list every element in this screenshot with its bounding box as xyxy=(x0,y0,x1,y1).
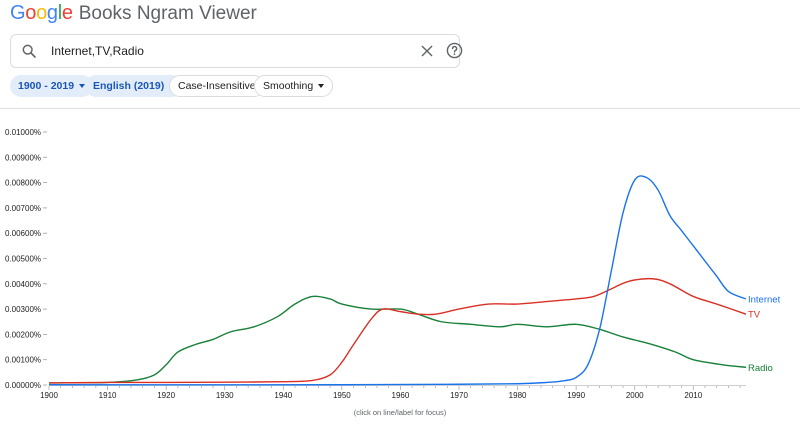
google-wordmark: Google xyxy=(10,2,73,25)
x-tick-label: 1920 xyxy=(157,391,175,400)
y-tick-label: 0.00100% xyxy=(5,356,41,365)
series-line-radio[interactable] xyxy=(48,295,747,384)
x-tick-label: 1950 xyxy=(333,391,351,400)
google-letter: g xyxy=(46,2,58,24)
y-tick-label: 0.00800% xyxy=(5,179,41,188)
x-tick-label: 2000 xyxy=(626,391,644,400)
help-circle-icon[interactable] xyxy=(446,42,463,59)
x-tick-label: 1960 xyxy=(392,391,410,400)
app-logo[interactable]: Google Books Ngram Viewer xyxy=(10,2,257,26)
y-tick-label: 0.00600% xyxy=(5,229,41,238)
y-tick-label: 0.00400% xyxy=(5,280,41,289)
app-title: Books Ngram Viewer xyxy=(78,3,257,24)
x-tick-label: 1940 xyxy=(274,391,292,400)
x-tick-label: 1900 xyxy=(40,391,58,400)
series-label-internet[interactable]: Internet xyxy=(748,294,781,305)
y-tick-label: 0.00900% xyxy=(5,153,41,162)
case-label: Case-Insensitive xyxy=(178,80,256,92)
google-letter: G xyxy=(10,2,26,24)
x-tick-label: 1930 xyxy=(216,391,234,400)
corpus-label: English (2019) xyxy=(93,80,165,92)
google-letter: o xyxy=(36,2,47,24)
y-tick-label: 0.00200% xyxy=(5,330,41,339)
y-tick-label: 0.00500% xyxy=(5,255,41,264)
y-tick-label: 0.00300% xyxy=(5,305,41,314)
x-tick-label: 1990 xyxy=(567,391,585,400)
case-insensitive-toggle[interactable]: Case-Insensitive xyxy=(169,75,265,97)
close-icon[interactable] xyxy=(420,44,434,58)
caret-down-icon xyxy=(318,84,325,89)
google-letter: o xyxy=(25,2,37,24)
search-input[interactable] xyxy=(51,41,391,61)
series-line-tv[interactable] xyxy=(48,277,747,384)
y-tick-label: 0.01000% xyxy=(5,128,41,137)
series-label-radio[interactable]: Radio xyxy=(748,363,773,374)
smoothing-dropdown[interactable]: Smoothing xyxy=(254,75,334,97)
search-box xyxy=(10,34,463,68)
search-icon xyxy=(22,44,36,58)
series-line-internet[interactable] xyxy=(48,175,747,386)
y-tick-label: 0.00000% xyxy=(5,381,41,390)
x-tick-label: 2010 xyxy=(684,391,702,400)
google-letter: e xyxy=(61,2,73,24)
x-tick-label: 1970 xyxy=(450,391,468,400)
series-label-tv[interactable]: TV xyxy=(748,310,761,321)
x-tick-label: 1910 xyxy=(99,391,117,400)
header: Google Books Ngram Viewer 1900 - 2019 En… xyxy=(0,0,800,109)
x-tick-label: 1980 xyxy=(509,391,527,400)
year-range-label: 1900 - 2019 xyxy=(18,80,75,92)
corpus-dropdown[interactable]: English (2019) xyxy=(85,75,184,97)
caret-down-icon xyxy=(79,84,86,89)
y-tick-label: 0.00700% xyxy=(5,204,41,213)
smoothing-label: Smoothing xyxy=(263,80,314,92)
year-range-dropdown[interactable]: 1900 - 2019 xyxy=(10,75,94,97)
google-letter: l xyxy=(57,2,62,24)
chart-footnote: (click on line/label for focus) xyxy=(353,408,447,417)
ngram-chart: 0.00000% 0.00100% 0.00200% 0.00300% 0.00400%… xyxy=(5,128,781,400)
